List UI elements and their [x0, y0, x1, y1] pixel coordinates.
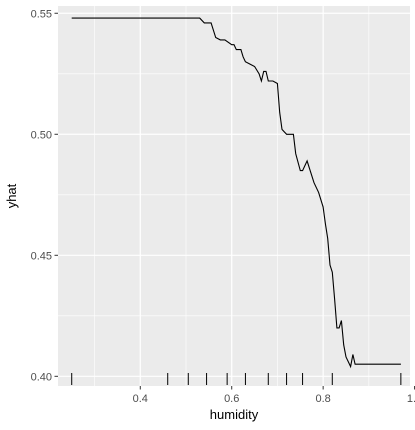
y-axis-tick-label: 0.40	[31, 371, 52, 383]
rug-marks	[71, 373, 402, 385]
x-axis-tick-label: 0.4	[133, 393, 148, 405]
y-axis-tick-label: 0.55	[31, 8, 52, 20]
x-axis-tick-labels: 0.4 0.6 0.8 1.0	[133, 393, 415, 405]
x-axis-title: humidity	[210, 407, 259, 422]
x-axis-tick-label: 0.8	[315, 393, 330, 405]
y-axis-tick-label: 0.45	[31, 250, 52, 262]
x-axis-tick-label: 1.0	[407, 393, 415, 405]
y-axis-title: yhat	[4, 183, 19, 208]
y-axis-tick-labels: 0.40 0.45 0.50 0.55	[31, 8, 52, 383]
x-axis-tick-label: 0.6	[224, 393, 239, 405]
y-axis-tick-label: 0.50	[31, 129, 52, 141]
plot-panel	[58, 6, 410, 386]
minor-gridlines	[58, 6, 410, 386]
y-axis-ticks	[54, 12, 58, 377]
series-line	[71, 17, 401, 369]
